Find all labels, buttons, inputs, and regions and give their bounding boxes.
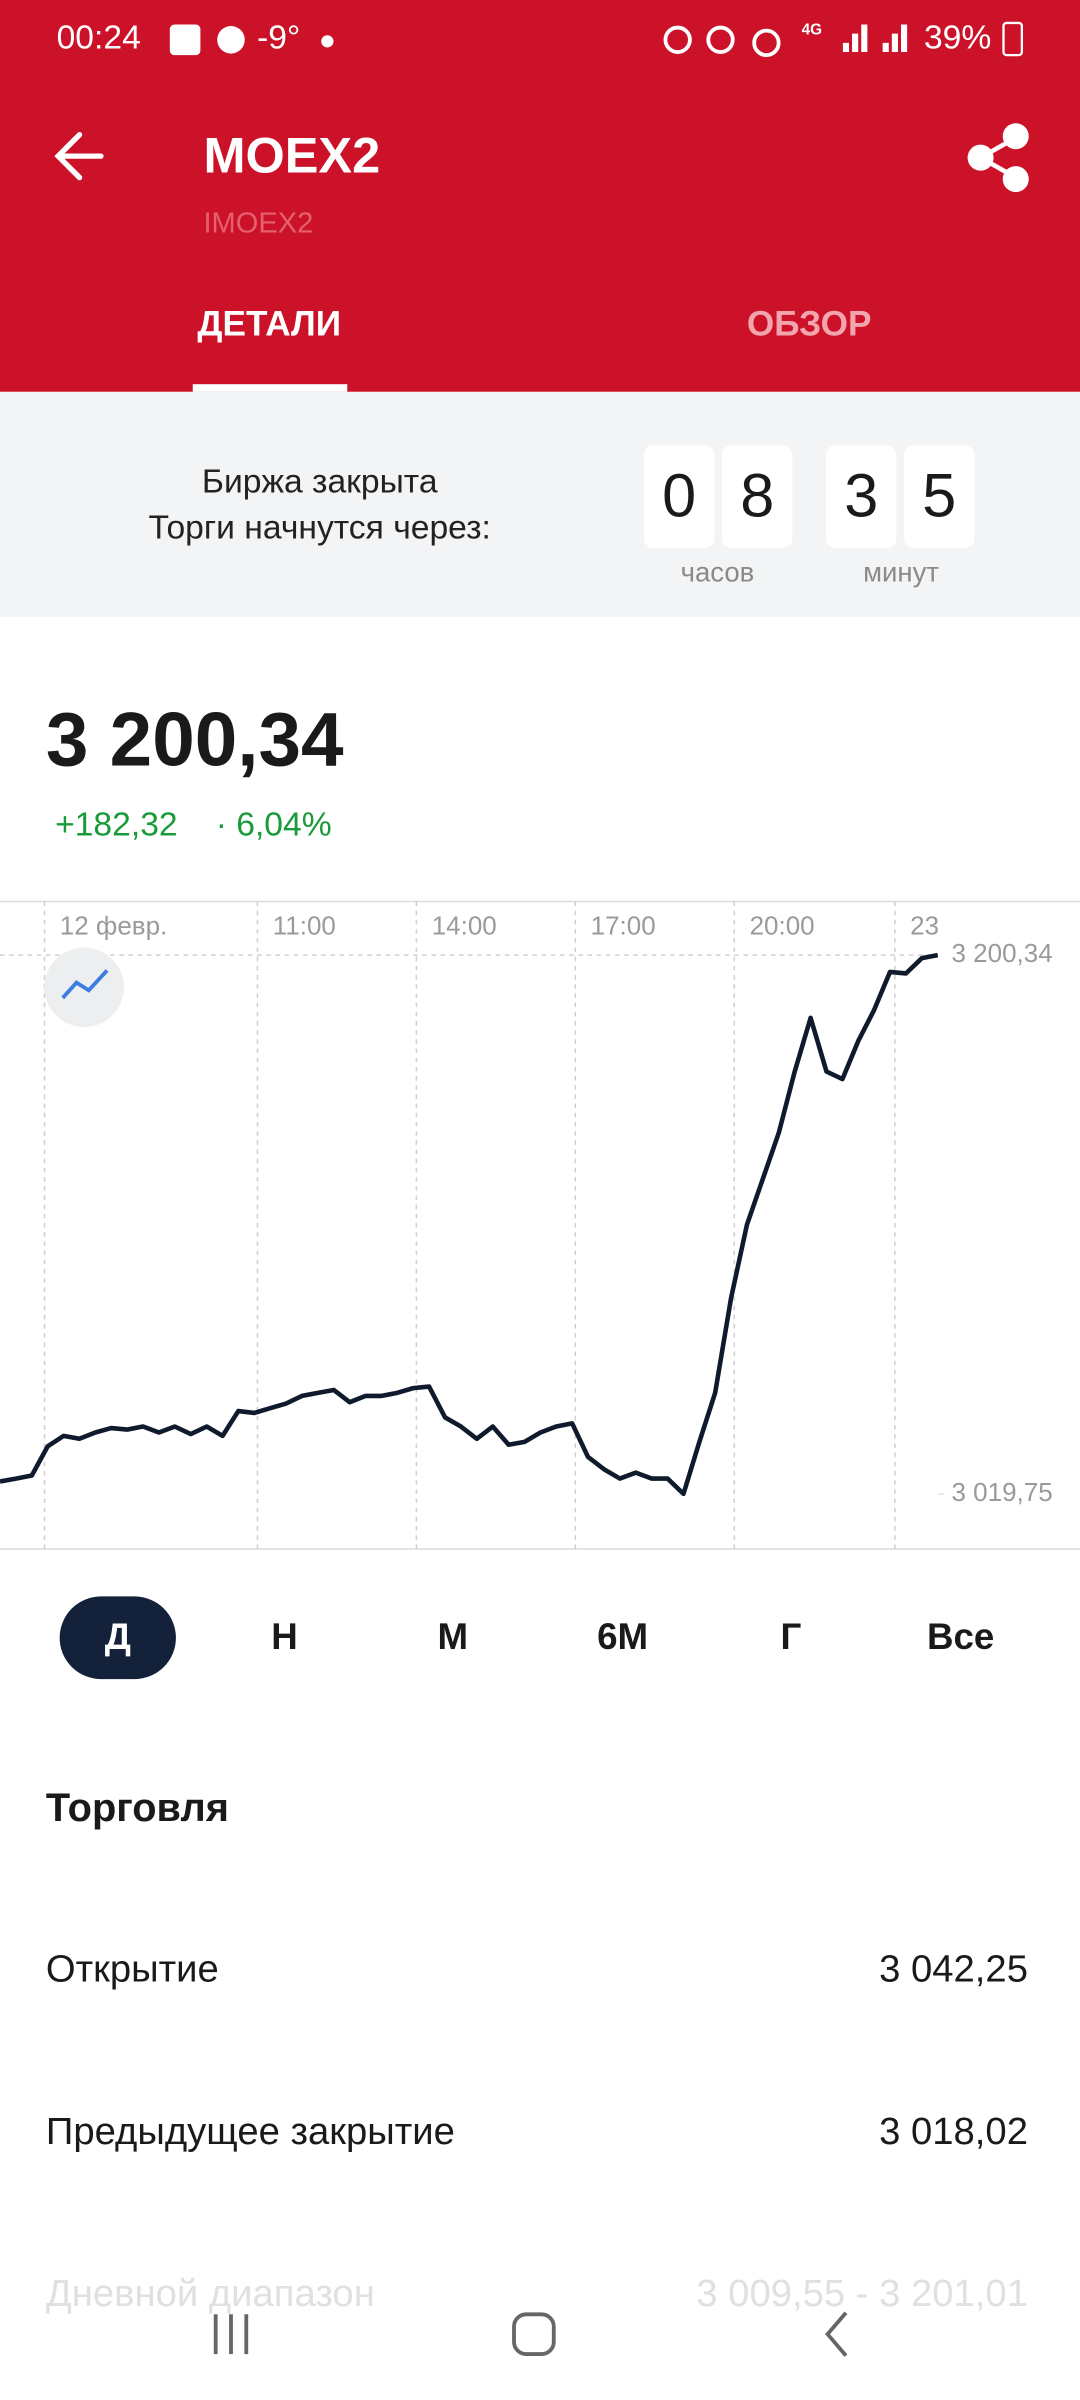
x-tick-label: 11:00	[273, 910, 336, 940]
status-temperature: -9°	[257, 20, 300, 57]
digit-box	[644, 445, 715, 548]
status-icon	[169, 24, 201, 56]
row-label: Дневной диапазон	[46, 2272, 375, 2315]
period-button[interactable]: Н	[271, 1616, 298, 1657]
share-button[interactable]	[967, 123, 1029, 193]
period-button[interactable]: М	[438, 1616, 469, 1657]
signal-icon	[842, 24, 908, 53]
row-label: Открытие	[46, 1948, 219, 1991]
countdown-unit: минут	[863, 556, 939, 587]
x-tick-label: 14:00	[432, 910, 497, 940]
status-battery: 39%	[924, 20, 991, 57]
section-title: Торговля	[46, 1786, 229, 1830]
period-button[interactable]: 6М	[597, 1616, 648, 1657]
status-time: 00:24	[57, 20, 141, 57]
period-button[interactable]: Все	[927, 1616, 994, 1657]
nav-home[interactable]	[512, 2312, 556, 2356]
tab-indicator	[192, 384, 348, 392]
back-button[interactable]	[54, 132, 104, 181]
price-line	[0, 952, 939, 1497]
digit-box	[722, 445, 793, 548]
countdown-digit: 3	[844, 462, 878, 530]
period-button[interactable]: Г	[780, 1616, 801, 1657]
period-selected	[59, 1596, 176, 1680]
subtitle: IMOEX2	[203, 208, 313, 240]
row-value: 3 042,25	[879, 1948, 1028, 1991]
countdown-digit: 0	[662, 462, 696, 530]
market-status: Торги начнутся через:	[149, 509, 491, 546]
price-change: +182,32	[55, 806, 178, 843]
status-icon	[706, 25, 735, 54]
title: MOEX2	[203, 127, 380, 184]
nav-recents[interactable]	[213, 2314, 249, 2355]
battery-icon	[1002, 21, 1024, 57]
market-status: Биржа закрыта	[202, 464, 438, 501]
x-tick-label: 23:00	[910, 910, 975, 940]
tab[interactable]: ОБЗОР	[747, 304, 872, 343]
row-label: Предыдущее закрытие	[46, 2110, 455, 2153]
countdown-digit: 8	[740, 462, 774, 530]
status-icon	[752, 28, 781, 58]
y-tick-label: 3 200,34	[952, 938, 1053, 968]
chart-style-icon	[61, 969, 109, 1000]
x-tick-label: 20:00	[750, 910, 815, 940]
price-change-percent: · 6,04%	[216, 806, 332, 843]
price: 3 200,34	[46, 698, 344, 783]
chart: 12 февр. 11:00 14:00 17:00 20:00 23:00 3 019,7…	[0, 901, 1053, 1549]
status-dot	[321, 35, 334, 48]
y-tick-label: 3 019,75	[952, 1477, 1053, 1507]
status-network: 4G	[802, 22, 822, 39]
market-status-band	[0, 391, 1080, 617]
digit-box	[904, 445, 975, 548]
x-tick-label: 12 февр.	[60, 910, 167, 940]
tab[interactable]: ДЕТАЛИ	[197, 304, 341, 343]
status-icon	[663, 25, 692, 54]
x-axis: 12 февр. 11:00 14:00 17:00 20:00 23:00	[43, 901, 975, 1549]
app-bar	[0, 0, 1080, 392]
status-icon	[217, 26, 245, 54]
row-value: 3 009,55 - 3 201,01	[696, 2272, 1028, 2315]
countdown-unit: часов	[681, 556, 755, 587]
nav-back[interactable]	[825, 2311, 848, 2357]
digit-box	[826, 445, 897, 548]
countdown-digit: 5	[922, 462, 956, 530]
period-button[interactable]: Д	[105, 1616, 131, 1657]
row-value: 3 018,02	[879, 2110, 1028, 2153]
x-tick-label: 17:00	[591, 910, 656, 940]
